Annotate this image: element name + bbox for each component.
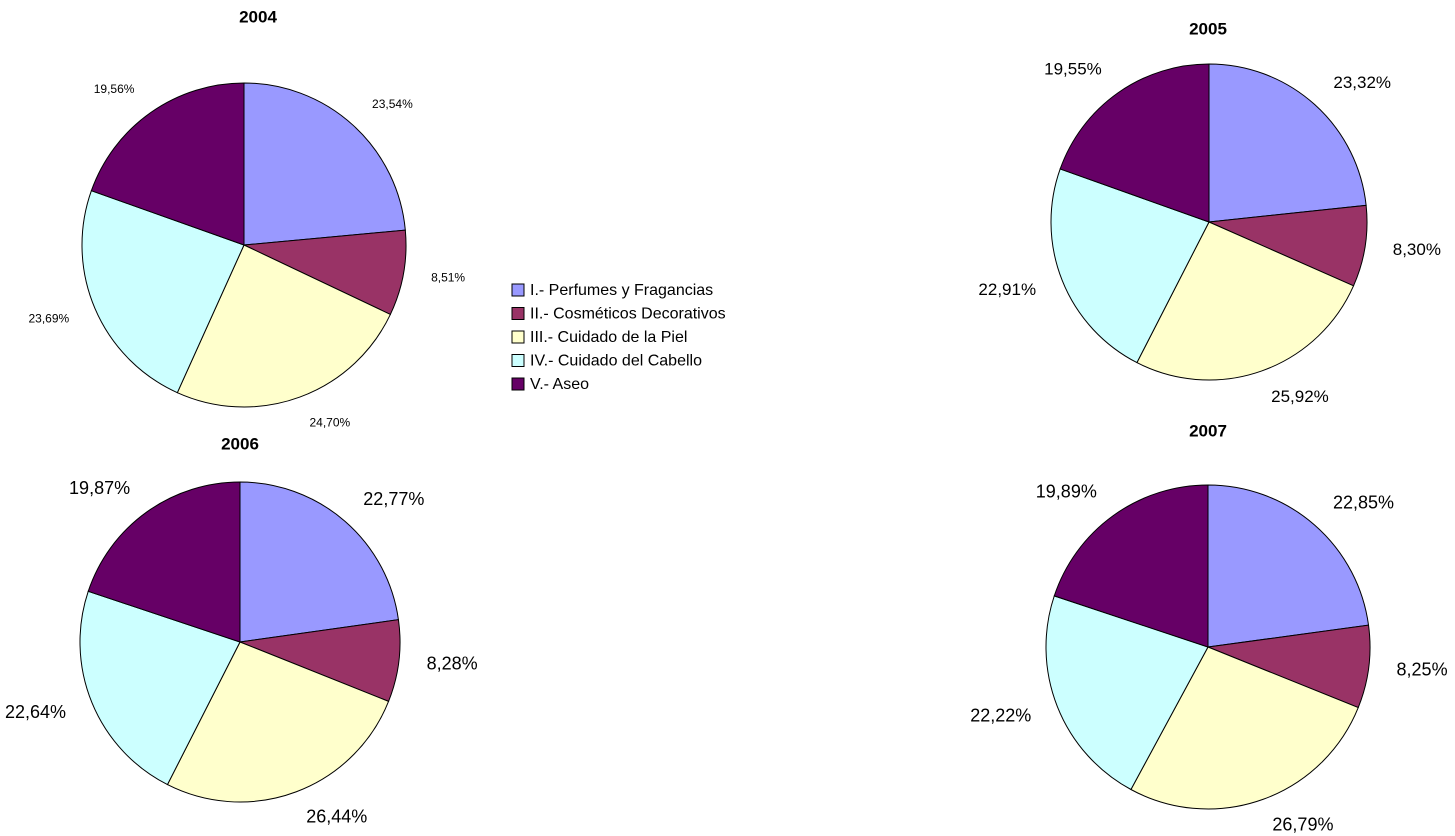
pie-slice xyxy=(242,229,407,316)
pie-slice xyxy=(166,641,390,803)
legend-swatch xyxy=(511,283,525,297)
data-label: 19,56% xyxy=(94,82,135,96)
data-label: 19,55% xyxy=(1044,59,1102,78)
data-label: 25,92% xyxy=(1271,387,1329,406)
chart-title: 2007 xyxy=(1189,421,1227,440)
data-label: 8,30% xyxy=(1393,240,1441,259)
pie-slice xyxy=(90,82,245,246)
legend-label: V.- Aseo xyxy=(530,376,589,393)
data-label: 8,28% xyxy=(427,653,478,673)
data-label: 8,25% xyxy=(1397,659,1448,679)
pie-slice xyxy=(1130,646,1359,810)
chart-title: 2004 xyxy=(239,7,277,26)
data-label: 22,85% xyxy=(1333,493,1394,513)
data-label: 8,51% xyxy=(431,270,465,284)
data-label: 23,54% xyxy=(372,97,413,111)
pie-slice xyxy=(1045,595,1209,791)
legend-label: I.- Perfumes y Fragancias xyxy=(530,282,713,299)
data-label: 26,44% xyxy=(306,807,367,827)
chart-title: 2005 xyxy=(1189,19,1227,38)
pie-slice xyxy=(1136,221,1355,381)
data-label: 23,69% xyxy=(28,312,69,326)
data-label: 19,87% xyxy=(69,478,130,498)
pie-slice xyxy=(1059,63,1210,223)
data-label: 26,79% xyxy=(1272,814,1333,834)
legend-label: III.- Cuidado de la Piel xyxy=(530,329,687,346)
chart-title: 2006 xyxy=(221,434,259,453)
legend-label: IV.- Cuidado del Cabello xyxy=(530,353,702,370)
pie-slice xyxy=(1053,484,1209,648)
data-label: 19,89% xyxy=(1036,482,1097,502)
legend-swatch xyxy=(511,307,525,320)
legend-swatch xyxy=(511,330,525,344)
pie-slice xyxy=(243,82,406,246)
data-label: 22,91% xyxy=(978,280,1036,299)
pie-slice xyxy=(1208,63,1367,223)
pie-slice xyxy=(176,244,392,408)
pie-slice xyxy=(1050,168,1210,364)
data-label: 23,32% xyxy=(1333,73,1391,92)
data-label: 22,22% xyxy=(970,706,1031,726)
legend-swatch xyxy=(511,377,525,391)
pie-slice xyxy=(1207,484,1370,648)
legend-swatch xyxy=(511,354,525,367)
pie-slice xyxy=(79,590,241,786)
data-label: 24,70% xyxy=(309,416,350,430)
data-label: 22,64% xyxy=(5,702,66,722)
data-label: 22,77% xyxy=(363,489,424,509)
pie-slice xyxy=(87,481,241,643)
pie-slice xyxy=(81,190,245,394)
legend-label: II.- Cosméticos Decorativos xyxy=(530,306,726,323)
pie-slice xyxy=(239,481,399,643)
